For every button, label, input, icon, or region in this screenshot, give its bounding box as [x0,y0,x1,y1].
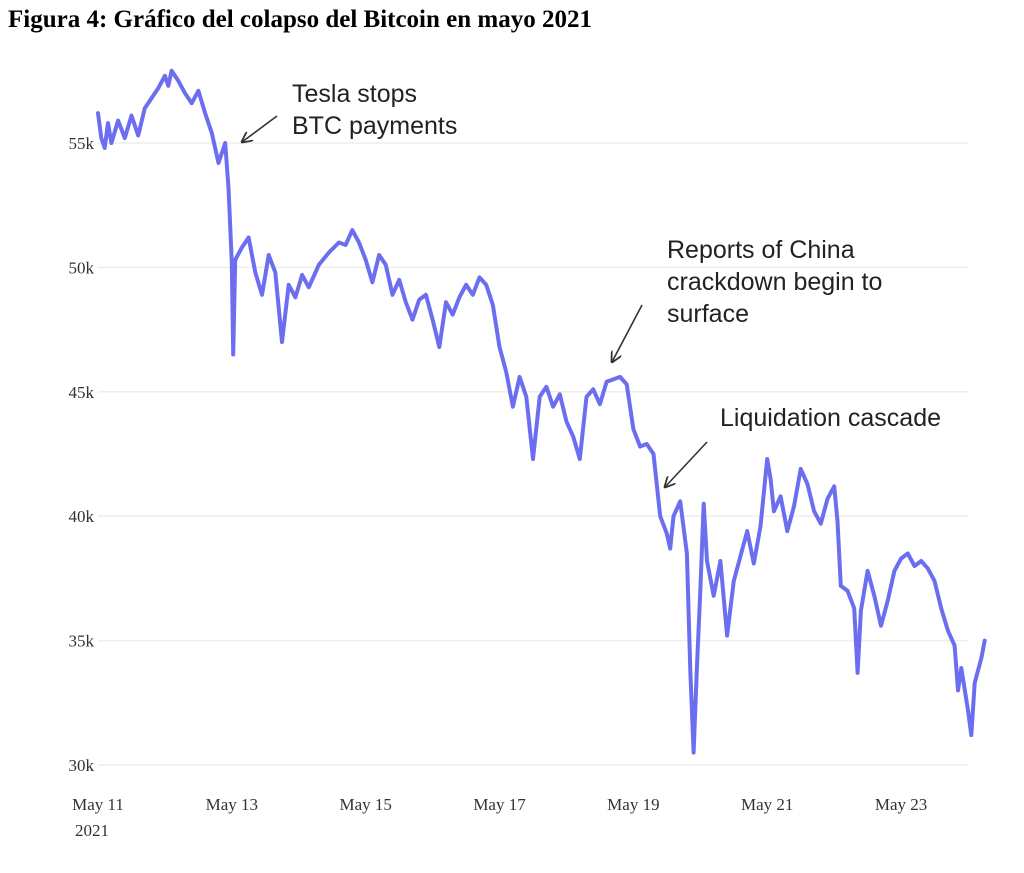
annotation-text: crackdown begin to [667,268,882,296]
annotation-text: Liquidation cascade [720,404,941,432]
x-tick-label: May 15 [339,795,391,814]
x-tick-label: May 11 [72,795,124,814]
annotation-arrow [242,115,278,142]
annotation-arrow [612,304,643,362]
x-tick-label: May 13 [206,795,258,814]
y-axis: 30k 35k 40k 45k 50k 55k [69,134,95,775]
y-tick-label: 55k [69,134,95,153]
annotations: Tesla stops BTC payments Reports of China c… [242,80,941,487]
y-tick-label: 35k [69,632,95,651]
annotation-text: Tesla stops [292,80,417,108]
x-axis: May 11 2021 May 13 May 15 May 17 May 19 May 21… [72,795,927,840]
y-tick-label: 45k [69,383,95,402]
y-tick-label: 30k [69,756,95,775]
y-tick-label: 50k [69,258,95,277]
annotation-text: surface [667,300,749,328]
grid [98,142,968,766]
annotation-text: Reports of China [667,236,855,264]
y-tick-label: 40k [69,507,95,526]
series-line [96,68,987,755]
annotation-text: BTC payments [292,112,457,140]
x-tick-sublabel: 2021 [75,821,109,840]
plot-area [96,68,987,755]
x-tick-label: May 17 [473,795,526,814]
x-tick-label: May 21 [741,795,793,814]
x-tick-label: May 19 [607,795,659,814]
annotation-arrow [665,441,708,487]
figure-title: Figura 4: Gráfico del colapso del Bitcoi… [8,6,592,33]
x-tick-label: May 23 [875,795,927,814]
